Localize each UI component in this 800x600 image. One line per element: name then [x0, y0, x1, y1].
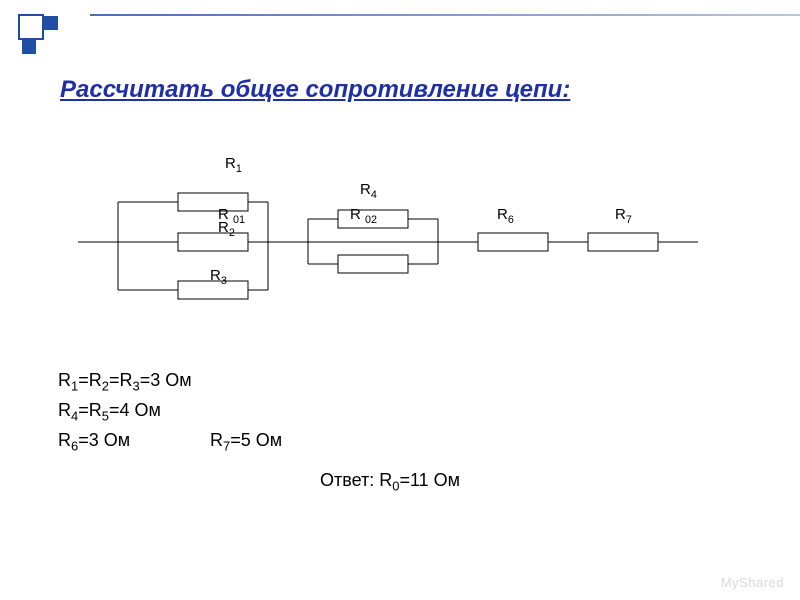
given-line-1: R1=R2=R3=3 Ом [58, 370, 192, 394]
given-line-2: R4=R5=4 Ом [58, 400, 161, 424]
given-line-3a: R6=3 Ом [58, 430, 130, 454]
answer-text: Ответ: R0=11 Ом [320, 470, 460, 494]
label-R1: R1 [225, 155, 242, 175]
label-R4: R4 [360, 181, 377, 201]
watermark: MyShared [721, 575, 784, 590]
label-R6: R6 [497, 206, 514, 226]
circuit-diagram [58, 130, 698, 330]
label-R7: R7 [615, 206, 632, 226]
label-R3: R3 [210, 267, 227, 287]
decor-sq-small-1 [44, 16, 58, 30]
label-R02: R 02 [350, 206, 377, 226]
given-line-3b: R7=5 Ом [210, 430, 282, 454]
label-R2: R2 [218, 219, 235, 239]
decor-line [90, 14, 800, 16]
page-title: Рассчитать общее сопротивление цепи: [60, 76, 570, 104]
decor-sq-small-2 [22, 40, 36, 54]
decor-sq-large [18, 14, 44, 40]
